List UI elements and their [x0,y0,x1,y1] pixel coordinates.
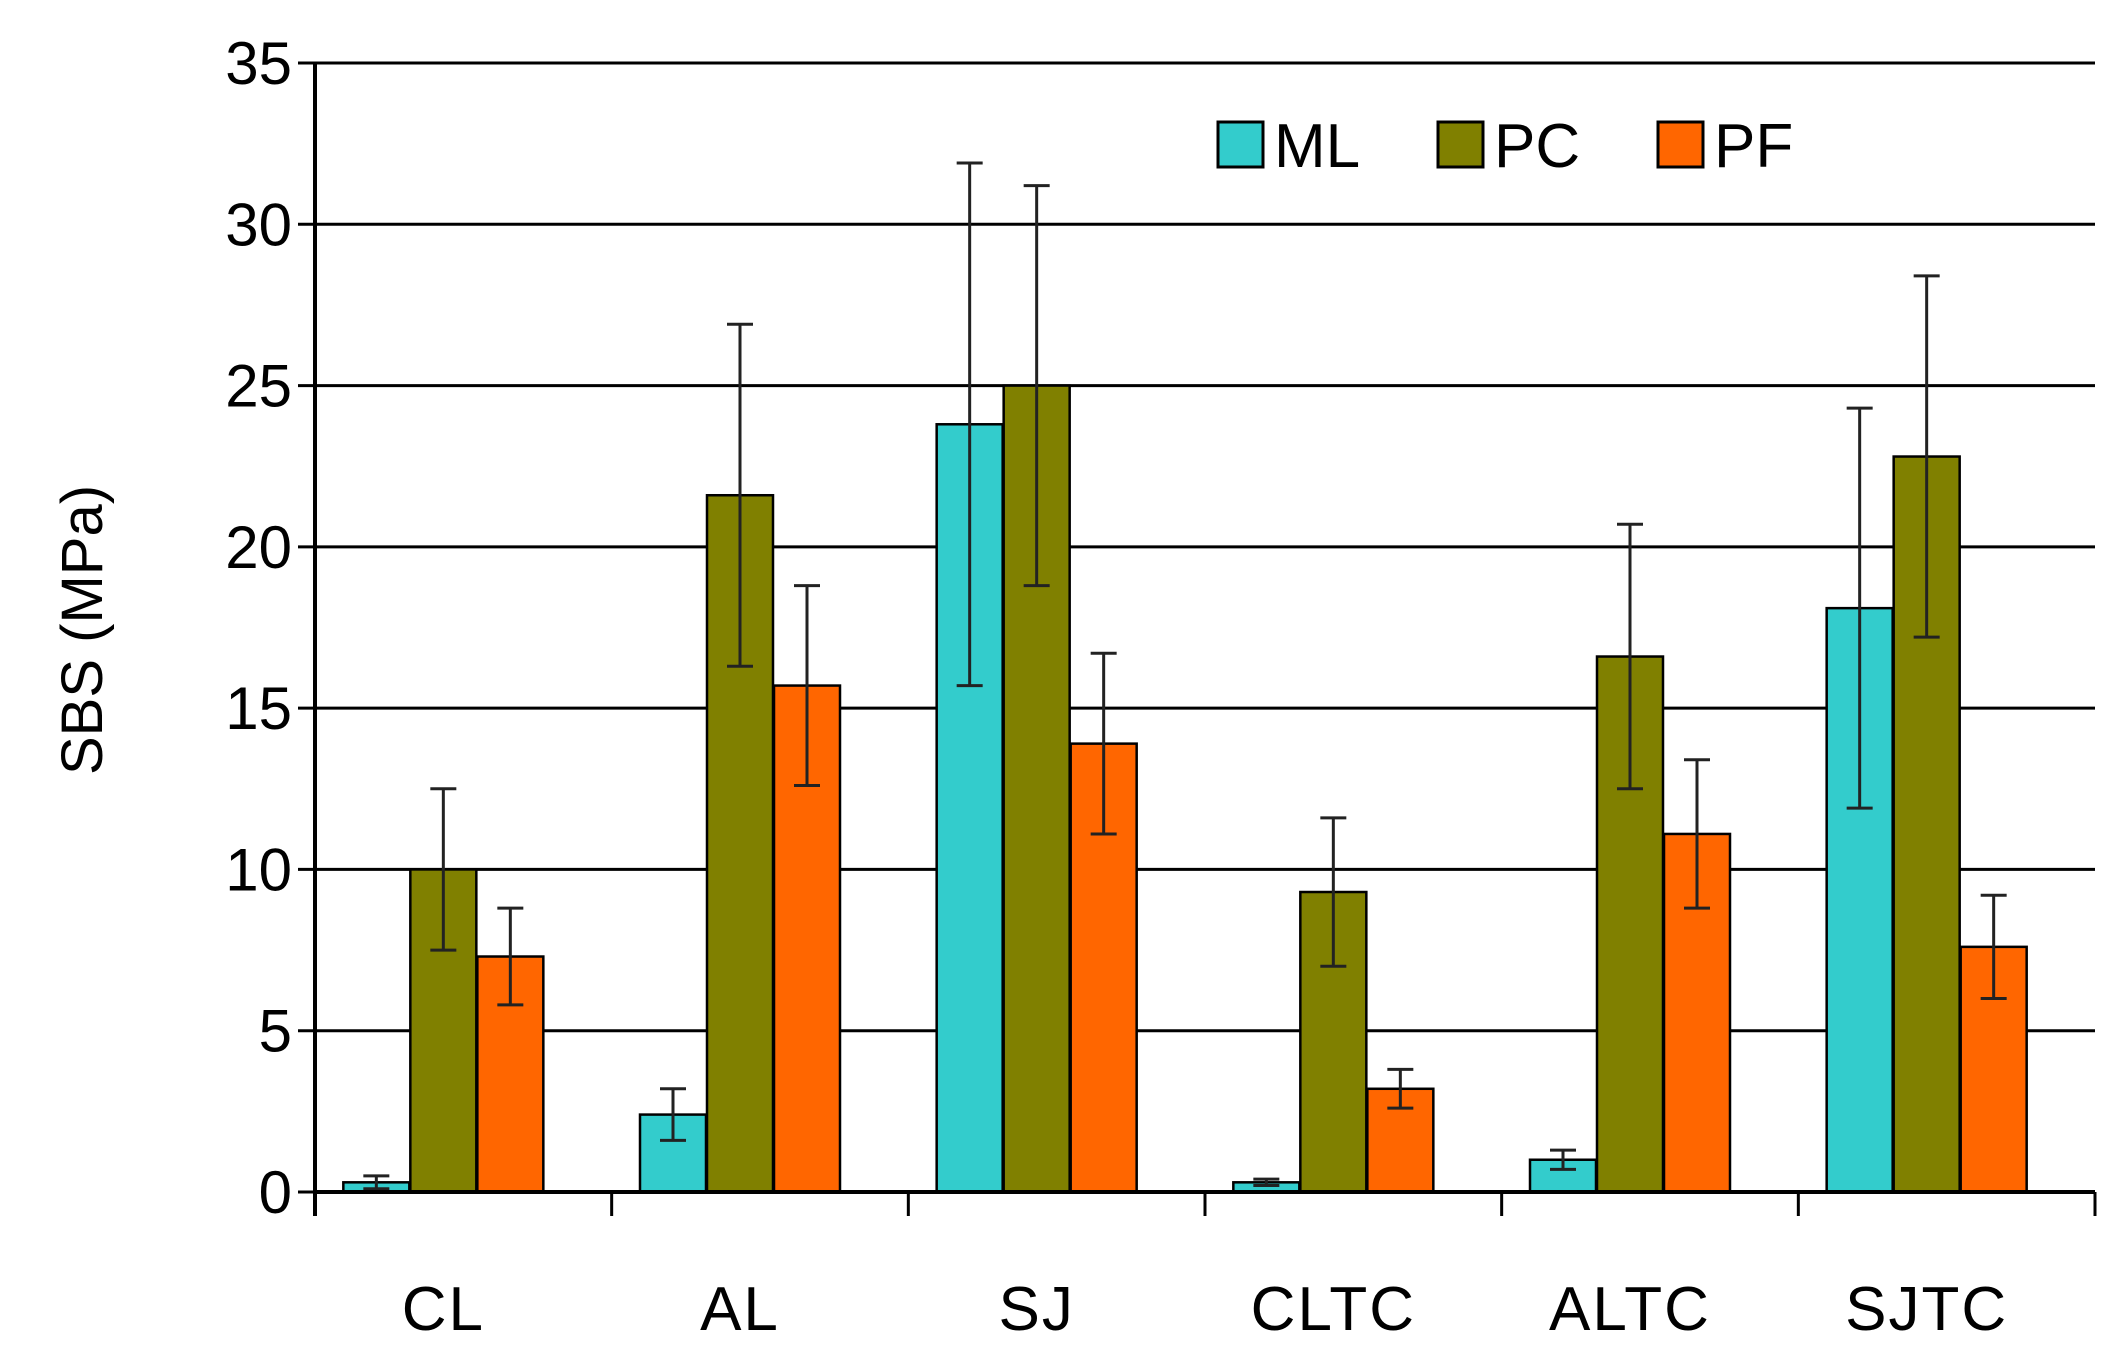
errorbar-pf-al [794,584,820,788]
errorbar-pf-sjtc [1980,893,2007,1000]
errorbar-ml-cltc [1253,1177,1280,1188]
bars [342,384,2028,1194]
x-tick-label-cl: CL [402,1275,485,1344]
legend: ML PC PF [1216,112,1793,181]
errorbar-ml-al [660,1087,686,1142]
errorbar-pc-sjtc [1913,274,1940,639]
x-tick-label-sj: SJ [998,1275,1074,1344]
legend-label-pc: PC [1494,112,1580,181]
y-tick-label: 35 [225,30,292,97]
y-tick-label: 10 [225,836,292,903]
errorbar-pc-cltc [1320,816,1347,968]
y-tick-label: 20 [225,514,292,581]
errorbar-pc-altc [1617,522,1643,791]
gridlines [315,61,2095,1033]
y-tick-label: 30 [225,191,292,258]
legend-label-ml: ML [1274,112,1360,181]
error-bars [363,161,2007,1191]
errorbar-pf-cl [497,906,524,1007]
errorbar-pf-sj [1090,651,1117,836]
x-tick-label-altc: ALTC [1549,1275,1711,1344]
errorbar-pf-altc [1684,758,1710,910]
x-tick-label-cltc: CLTC [1251,1275,1416,1344]
y-axis-title: SBS (MPa) [50,485,115,775]
legend-label-pf: PF [1714,112,1793,181]
legend-swatch-pc [1436,120,1485,169]
y-tick-label: 0 [259,1159,292,1226]
x-tick-label-sjtc: SJTC [1845,1275,2008,1344]
errorbar-pc-al [727,322,753,668]
errorbar-pf-cltc [1387,1067,1414,1110]
legend-swatch-ml [1216,120,1265,169]
errorbar-ml-sjtc [1846,406,1873,810]
y-tick-label: 5 [259,998,292,1065]
legend-item-pf: PF [1656,112,1793,181]
y-tick-label: 15 [225,675,292,742]
legend-item-ml: ML [1216,112,1360,181]
y-tick-label: 25 [225,353,292,420]
x-tick-label-al: AL [700,1275,780,1344]
legend-swatch-pf [1656,120,1705,169]
errorbar-ml-cl [363,1174,390,1191]
errorbar-pc-sj [1023,184,1050,588]
axis-labels: SBS (MPa) 0 5 10 15 20 25 30 35 CL AL SJ CLTC ALTC SJ… [50,30,2008,1344]
errorbar-ml-altc [1550,1148,1576,1171]
legend-item-pc: PC [1436,112,1580,181]
axes [298,61,2097,1216]
bar-pf-cl [476,955,545,1194]
errorbar-pc-cl [430,787,457,952]
errorbar-ml-sj [956,161,983,688]
